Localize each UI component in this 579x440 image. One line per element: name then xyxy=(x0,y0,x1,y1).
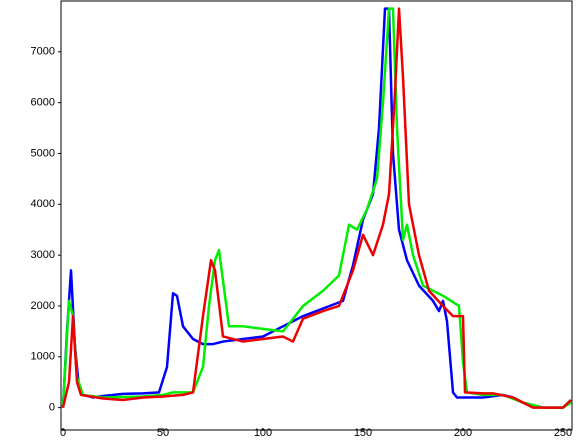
y-tick-label: 1000 xyxy=(31,351,55,363)
x-tick-label: 50 xyxy=(157,427,169,439)
y-tick-label: 7000 xyxy=(31,46,55,58)
x-tick-label: 150 xyxy=(354,427,372,439)
histogram-line xyxy=(61,7,572,409)
histogram-line xyxy=(61,7,572,409)
x-tick-label: 250 xyxy=(554,427,572,439)
x-tick-label: 100 xyxy=(254,427,272,439)
y-tick-label: 6000 xyxy=(31,97,55,109)
y-tick-label: 2000 xyxy=(31,300,55,312)
histogram-line xyxy=(61,7,572,409)
y-tick-label: 4000 xyxy=(31,198,55,210)
plot-frame xyxy=(60,0,573,431)
x-tick-label: 200 xyxy=(454,427,472,439)
x-tick-label: 0 xyxy=(60,427,66,439)
y-tick-label: 5000 xyxy=(31,147,55,159)
y-tick-label: 3000 xyxy=(31,249,55,261)
y-tick-label: 0 xyxy=(49,402,55,414)
